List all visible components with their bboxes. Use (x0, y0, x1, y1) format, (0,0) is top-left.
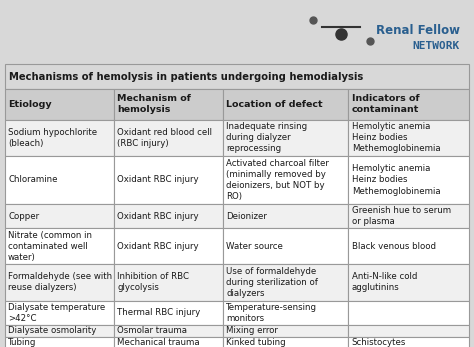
Text: Dialysate osmolarity: Dialysate osmolarity (8, 326, 96, 335)
Bar (5, 204, 114, 228)
Bar (5, 3, 469, 64)
Bar (5, 89, 114, 120)
Text: Black venous blood: Black venous blood (352, 242, 436, 251)
Text: Greenish hue to serum
or plasma: Greenish hue to serum or plasma (352, 206, 451, 226)
Bar (114, 228, 223, 264)
Bar (223, 89, 348, 120)
Bar (114, 301, 223, 325)
Text: Inhibition of RBC
glycolysis: Inhibition of RBC glycolysis (117, 272, 189, 293)
Text: Use of formaldehyde
during sterilization of
dialyzers: Use of formaldehyde during sterilization… (227, 267, 318, 298)
Bar (348, 89, 469, 120)
Bar (223, 228, 348, 264)
Text: NETWORK: NETWORK (412, 41, 460, 51)
Bar (114, 89, 223, 120)
Text: Water source: Water source (227, 242, 283, 251)
Text: Mechanism of
hemolysis: Mechanism of hemolysis (117, 94, 191, 115)
Bar (348, 228, 469, 264)
Text: Dialysate temperature
>42°C: Dialysate temperature >42°C (8, 303, 105, 323)
Bar (5, 64, 469, 89)
Text: Inadequate rinsing
during dialyzer
reprocessing: Inadequate rinsing during dialyzer repro… (227, 122, 308, 153)
Bar (114, 120, 223, 156)
Text: Thermal RBC injury: Thermal RBC injury (117, 308, 201, 317)
Bar (348, 337, 469, 347)
Bar (114, 337, 223, 347)
Bar (223, 120, 348, 156)
Text: Indicators of
contaminant: Indicators of contaminant (352, 94, 419, 115)
Text: Kinked tubing: Kinked tubing (227, 338, 286, 347)
Text: Mechanical trauma: Mechanical trauma (117, 338, 200, 347)
Text: Formaldehyde (see with
reuse dialyzers): Formaldehyde (see with reuse dialyzers) (8, 272, 112, 293)
Bar (223, 156, 348, 204)
Bar (114, 156, 223, 204)
Bar (5, 337, 114, 347)
Bar (348, 156, 469, 204)
Bar (223, 204, 348, 228)
Text: Hemolytic anemia
Heinz bodies
Methemoglobinemia: Hemolytic anemia Heinz bodies Methemoglo… (352, 164, 440, 196)
Text: Hemolytic anemia
Heinz bodies
Methemoglobinemia: Hemolytic anemia Heinz bodies Methemoglo… (352, 122, 440, 153)
Bar (114, 264, 223, 301)
Bar (5, 228, 114, 264)
Bar (5, 156, 114, 204)
Text: Chloramine: Chloramine (8, 176, 57, 185)
Text: Location of defect: Location of defect (227, 100, 323, 109)
Bar (5, 325, 114, 337)
Bar (114, 325, 223, 337)
Bar (348, 120, 469, 156)
Bar (223, 337, 348, 347)
Text: Mixing error: Mixing error (227, 326, 278, 335)
Text: Nitrate (common in
contaminated well
water): Nitrate (common in contaminated well wat… (8, 231, 92, 262)
Bar (223, 264, 348, 301)
Text: Sodium hypochlorite
(bleach): Sodium hypochlorite (bleach) (8, 128, 97, 148)
Text: Oxidant RBC injury: Oxidant RBC injury (117, 242, 199, 251)
Text: Etiology: Etiology (8, 100, 52, 109)
Text: Mechanisms of hemolysis in patients undergoing hemodialysis: Mechanisms of hemolysis in patients unde… (9, 72, 363, 82)
Text: Renal Fellow: Renal Fellow (376, 24, 460, 37)
Text: Schistocytes: Schistocytes (352, 338, 406, 347)
Bar (223, 301, 348, 325)
Bar (223, 325, 348, 337)
Text: Tubing: Tubing (8, 338, 36, 347)
Bar (114, 204, 223, 228)
Bar (5, 120, 114, 156)
Text: Oxidant RBC injury: Oxidant RBC injury (117, 176, 199, 185)
Bar (348, 325, 469, 337)
Text: Oxidant RBC injury: Oxidant RBC injury (117, 212, 199, 221)
Bar (348, 301, 469, 325)
Bar (5, 264, 114, 301)
Text: Osmolar trauma: Osmolar trauma (117, 326, 187, 335)
Bar (5, 301, 114, 325)
Text: Anti-N-like cold
agglutinins: Anti-N-like cold agglutinins (352, 272, 417, 293)
Bar (348, 204, 469, 228)
Text: Oxidant red blood cell
(RBC injury): Oxidant red blood cell (RBC injury) (117, 128, 212, 148)
Text: Activated charcoal filter
(minimally removed by
deionizers, but NOT by
RO): Activated charcoal filter (minimally rem… (227, 159, 329, 201)
Text: Deionizer: Deionizer (227, 212, 267, 221)
Text: Copper: Copper (8, 212, 39, 221)
Bar (348, 264, 469, 301)
Text: Temperature-sensing
monitors: Temperature-sensing monitors (227, 303, 318, 323)
